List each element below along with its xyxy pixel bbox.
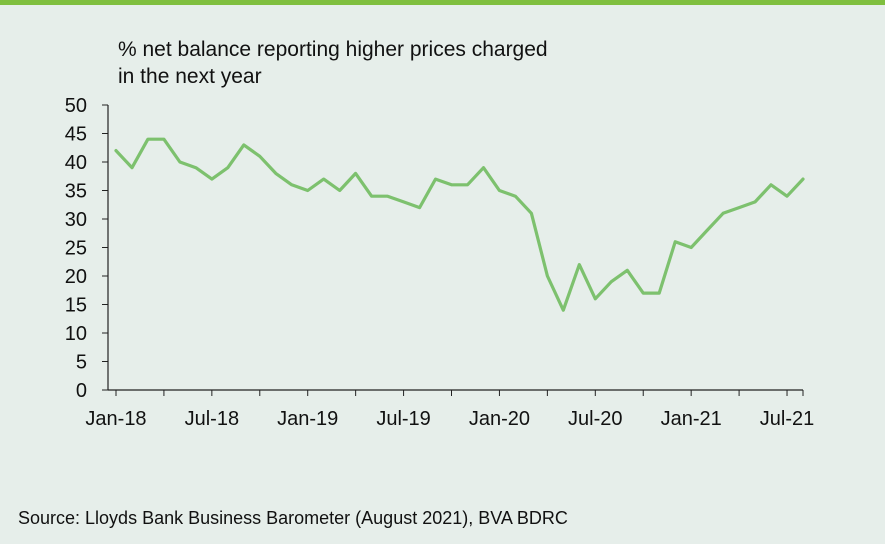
data-point (658, 291, 661, 295)
data-point (753, 200, 757, 204)
data-point (721, 212, 725, 215)
data-point (306, 189, 309, 192)
data-point (642, 291, 645, 295)
data-point (514, 195, 517, 198)
data-point (434, 177, 437, 181)
data-point (210, 177, 214, 181)
data-point (737, 206, 741, 209)
data-point (418, 206, 421, 209)
y-tick-label: 50 (65, 95, 87, 117)
data-point (354, 172, 357, 175)
x-tick-label: Jan-20 (469, 408, 530, 430)
y-axis-title-line-1: % net balance reporting higher prices ch… (118, 38, 548, 61)
data-point (769, 183, 773, 186)
y-tick-label: 45 (65, 124, 87, 146)
data-point (546, 274, 549, 278)
x-tick-label: Jul-19 (376, 408, 430, 430)
data-point (370, 195, 373, 198)
data-point (785, 195, 789, 198)
y-tick-label: 25 (65, 238, 87, 260)
data-point (130, 166, 134, 169)
data-point (689, 246, 693, 249)
data-point (322, 177, 325, 181)
top-accent-rule (0, 0, 885, 5)
data-point (626, 269, 629, 272)
x-tick-label: Jan-21 (661, 408, 722, 430)
data-point (338, 189, 341, 192)
data-point (226, 166, 230, 169)
data-point (610, 280, 613, 283)
data-point (450, 183, 453, 186)
y-tick-label: 5 (76, 352, 87, 374)
y-tick-label: 35 (65, 181, 87, 203)
chart-ticks: 0 5 10 15 20 25 30 35 40 45 50 Jan-18 Jul-18 Jan-19 Ju… (65, 95, 815, 430)
source-note: Source: Lloyds Bank Business Barometer (… (18, 508, 568, 528)
y-tick-label: 30 (65, 209, 87, 231)
y-tick-label: 10 (65, 323, 87, 345)
chart-series (114, 137, 805, 312)
data-point (146, 138, 150, 141)
x-tick-label: Jan-19 (277, 408, 338, 430)
data-point (530, 212, 533, 215)
data-point (482, 166, 485, 169)
x-tick-label: Jul-21 (760, 408, 814, 430)
data-point (274, 172, 277, 175)
y-tick-label: 20 (65, 266, 87, 288)
data-point (578, 263, 581, 266)
y-tick-label: 0 (76, 380, 87, 402)
y-tick-label: 40 (65, 152, 87, 174)
x-tick-label: Jan-18 (85, 408, 146, 430)
data-point (562, 309, 565, 312)
data-point (258, 155, 261, 158)
y-axis-title: % net balance reporting higher prices ch… (118, 36, 678, 90)
data-point (466, 183, 469, 186)
x-tick-label: Jul-20 (568, 408, 622, 430)
data-point (705, 229, 709, 232)
data-point (594, 297, 597, 300)
data-point (242, 143, 246, 147)
data-point (498, 189, 501, 192)
series-line (114, 137, 805, 312)
data-point (194, 166, 198, 169)
data-point (386, 195, 389, 198)
data-point (290, 183, 293, 186)
data-point (114, 149, 118, 152)
data-point (178, 160, 182, 164)
data-point (162, 138, 166, 141)
data-point (673, 240, 677, 243)
x-tick-label: Jul-18 (185, 408, 239, 430)
data-point (402, 200, 405, 204)
y-tick-label: 15 (65, 295, 87, 317)
data-point (801, 177, 805, 181)
y-axis-title-line-2: in the next year (118, 65, 262, 88)
chart-axes (107, 105, 803, 391)
